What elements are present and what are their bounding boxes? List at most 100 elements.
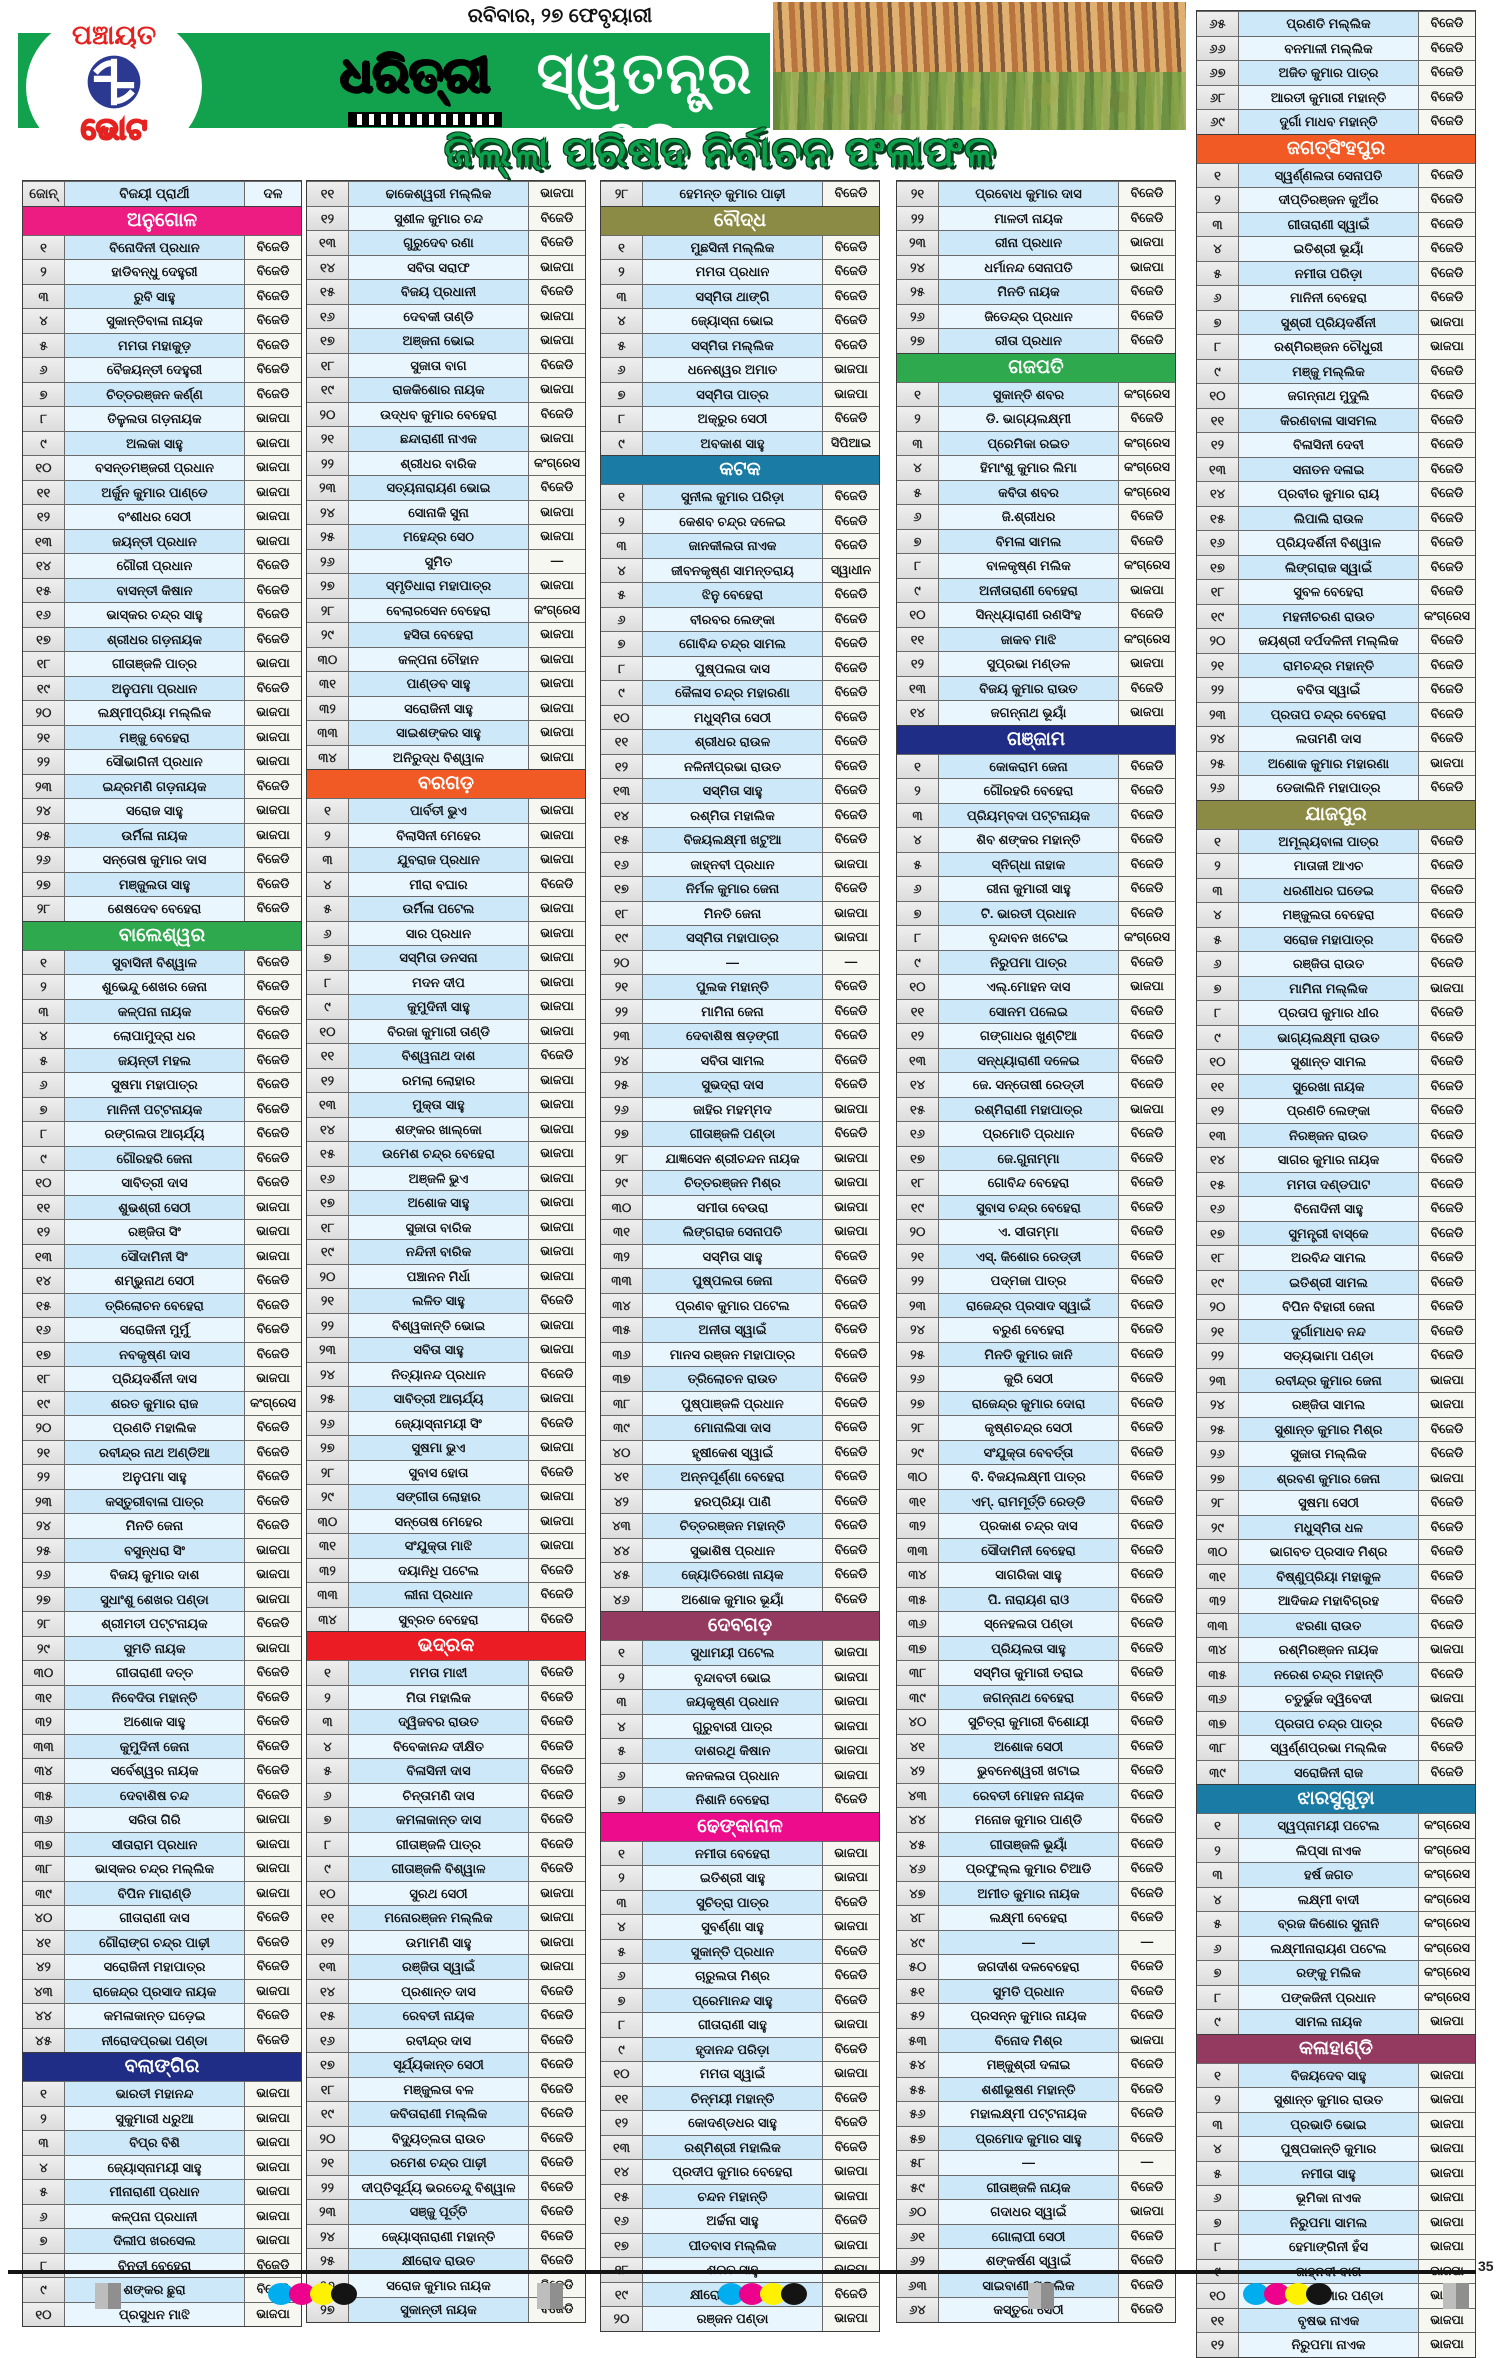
- candidate-cell: ସୁଶ୍ରୀ ପ୍ରିୟଦର୍ଶିନୀ: [1239, 310, 1419, 334]
- candidate-cell: ବେଲାରସେନ ବେହେରା: [349, 598, 529, 622]
- zone-cell: ୮: [1197, 2235, 1239, 2259]
- party-cell: ବିଜେଡି: [1119, 1685, 1175, 1709]
- result-row: ୨୦— —: [601, 949, 879, 974]
- candidate-cell: କସ୍ତୁରୀବାଳା ପାତ୍ର: [65, 1489, 245, 1513]
- zone-cell: ୧୧: [1197, 2308, 1239, 2332]
- candidate-cell: ଦୟାନିଧି ପଟେଲ: [349, 1558, 529, 1582]
- result-row: ୪୨ ଭୁବନେଶ୍ୱରୀ ଖଟାଇ ବିଜେଡି: [897, 1758, 1175, 1783]
- zone-cell: ୧୧: [307, 1044, 349, 1068]
- zone-cell: ୬: [307, 1783, 349, 1807]
- candidate-cell: ରୀନା ପ୍ରଧାନ: [939, 231, 1119, 255]
- candidate-cell: ରାଜେନ୍ଦ୍ର ପ୍ରସାଦ ସ୍ୱାଇଁ: [939, 1293, 1119, 1317]
- party-cell: ବିଜେଡି: [1419, 1197, 1475, 1221]
- color-dot: [718, 2283, 744, 2305]
- zone-cell: ୩୨: [23, 1710, 65, 1734]
- party-cell: ବିଜେଡି: [1119, 1587, 1175, 1611]
- result-row: ୨ ଇତିଶ୍ରୀ ସାହୁ ଭାଜପା: [601, 1865, 879, 1890]
- party-cell: ବିଜେଡି: [245, 1906, 301, 1930]
- zone-cell: ୧: [23, 950, 65, 974]
- party-cell: ବିଜେଡି: [529, 1734, 585, 1758]
- party-cell: ଭାଜପା: [529, 995, 585, 1019]
- zone-cell: ୨: [1197, 188, 1239, 212]
- candidate-cell: ଅଜିତ କୁମାର ପାତ୍ର: [1239, 61, 1419, 85]
- result-row: ୩୭ ସୀତାରାମ ପ୍ରଧାନ ଭାଜପା: [23, 1831, 301, 1856]
- party-cell: ବିଜେଡି: [245, 2004, 301, 2028]
- result-row: ୫ ଉର୍ମିଳା ପଟେଲ ଭାଜପା: [307, 896, 585, 921]
- party-cell: ସ୍ୱାଧୀନ: [823, 558, 879, 582]
- party-cell: ବିଜେଡି: [1419, 384, 1475, 408]
- zone-cell: ୨: [23, 975, 65, 999]
- result-row: ୫ କବିତା ଶବର କଂଗ୍ରେସ: [897, 479, 1175, 504]
- result-row: ୩ ଦ୍ୱିଜବର ରାଉତ ବିଜେଡି: [307, 1709, 585, 1734]
- party-cell: ବିଜେଡି: [823, 999, 879, 1023]
- result-row: ୧୨ ଗଙ୍ଗାଧର ଖୁଣ୍ଟିଆ ବିଜେଡି: [897, 1023, 1175, 1048]
- party-cell: ବିଜେଡି: [823, 2037, 879, 2061]
- result-row: ୧୬ ସରୋଜିନୀ ମୁର୍ମୁ ବିଜେଡି: [23, 1317, 301, 1342]
- result-row: ୨୭ ରୀତା ପ୍ରଧାନ ବିଜେଡି: [897, 328, 1175, 353]
- party-cell: ବିଜେଡି: [823, 1416, 879, 1440]
- party-cell: ଭାଜପା: [1119, 578, 1175, 602]
- party-cell: ବିଜେଡି: [1119, 304, 1175, 328]
- result-row: ୧୨ ବିଳାସିନୀ ଦେବୀ ବିଜେଡି: [1197, 432, 1475, 457]
- result-row: ୪ ଜୀବନକୃଷ୍ଣ ସାମନ୍ତରାୟ ସ୍ୱାଧୀନ: [601, 557, 879, 582]
- zone-cell: ୨୧: [23, 1440, 65, 1464]
- candidate-cell: ଅନୁପମା ପ୍ରଧାନ: [65, 676, 245, 700]
- candidate-cell: ଚିନ୍ମୟୀ ମହାନ୍ତି: [643, 2086, 823, 2110]
- candidate-cell: ଉମେଶ ଚନ୍ଦ୍ର ବେହେରା: [349, 1142, 529, 1166]
- result-row: ୬୫ ପ୍ରଣତି ମଲ୍ଲିକ ବିଜେଡି: [1197, 11, 1475, 36]
- party-cell: ବିଜେଡି: [1119, 2077, 1175, 2101]
- party-cell: ଭାଜପା: [823, 1171, 879, 1195]
- result-row: ୩୫ ଅନୀତା ସ୍ୱାଇଁ ବିଜେଡି: [601, 1317, 879, 1342]
- zone-cell: ୫୩: [897, 2028, 939, 2052]
- candidate-cell: ମମତା ସ୍ୱାଇଁ: [643, 2062, 823, 2086]
- candidate-cell: ନିବେଦିତା ମହାନ୍ତି: [65, 1685, 245, 1709]
- party-cell: ଭାଜପା: [529, 1436, 585, 1460]
- party-cell: କଂଗ୍ରେସ: [1419, 604, 1475, 628]
- result-row: ୪ ପୁଷ୍ପକାନ୍ତି କୁମାର ଭାଜପା: [1197, 2136, 1475, 2161]
- result-row: ୬ ସୁଷମା ମହାପାତ୍ର ବିଜେଡି: [23, 1072, 301, 1097]
- zone-cell: ୨୫: [307, 1387, 349, 1411]
- candidate-cell: ମମତା ମାଝୀ: [349, 1661, 529, 1685]
- result-row: ୨୧ ପ୍ରବୋଧ କୁମାର ଦାସ ବିଜେଡି: [897, 181, 1175, 206]
- party-cell: ବିଜେଡି: [823, 1391, 879, 1415]
- candidate-cell: ଢାକେଶ୍ୱରୀ ମଲ୍ଲିକ: [349, 182, 529, 206]
- zone-cell: ୧୫: [601, 2184, 643, 2208]
- result-row: ୩୯ ମୋନାଲିସା ଦାସ ବିଜେଡି: [601, 1415, 879, 1440]
- zone-cell: ୫: [23, 2180, 65, 2204]
- result-row: ୮ ଅକ୍ରୁର ସେଠୀ ବିଜେଡି: [601, 406, 879, 431]
- candidate-cell: କବିତାରାଣୀ ମଲ୍ଲିକ: [349, 2102, 529, 2126]
- party-cell: ବିଜେଡି: [823, 2086, 879, 2110]
- candidate-cell: ଶୁଭେନ୍ଦୁ ଶେଖର ଜେନା: [65, 975, 245, 999]
- zone-cell: ୬୬: [1197, 36, 1239, 60]
- zone-cell: ୧୭: [307, 1191, 349, 1215]
- zone-cell: ୧୯: [307, 1240, 349, 1264]
- zone-cell: ୧୯: [23, 676, 65, 700]
- candidate-cell: ଶୁଭଶ୍ରୀ ସେଠୀ: [65, 1195, 245, 1219]
- candidate-cell: ଇତିଶ୍ରୀ ସାମଲ: [1239, 1270, 1419, 1294]
- district-header: କଟକ: [601, 455, 879, 484]
- party-cell: ବିଜେଡି: [1119, 2175, 1175, 2199]
- result-row: ୧୧ ମନୋରଞ୍ଜନ ମଲ୍ଲିକ ଭାଜପା: [307, 1905, 585, 1930]
- party-cell: ବିଜେଡି: [1419, 482, 1475, 506]
- zone-cell: ୨୧: [1197, 1319, 1239, 1343]
- candidate-cell: ସରୋଜିନୀ ରାଜ: [1239, 1760, 1419, 1784]
- result-row: ୨୫ ସୁଶାନ୍ତ କୁମାର ମିଶ୍ର ବିଜେଡି: [1197, 1416, 1475, 1441]
- party-cell: ବିଜେଡି: [1119, 1048, 1175, 1072]
- candidate-cell: କୈଳାସ ଚନ୍ଦ୍ର ମହାରଣା: [643, 681, 823, 705]
- party-cell: ବିଜେଡି: [529, 353, 585, 377]
- zone-cell: ୧୦: [1197, 2284, 1239, 2308]
- result-row: ୨୫ ଅଶୋକ କୁମାର ମହାରଣା ଭାଜପା: [1197, 750, 1475, 775]
- candidate-cell: କବିତା ଶବର: [939, 480, 1119, 504]
- candidate-cell: ଚିତ୍ତରଞ୍ଜନ କର୍ଣ୍ଣ: [65, 382, 245, 406]
- candidate-cell: ପ୍ରିୟମ୍ବଦା ପଟ୍ଟନାୟକ: [939, 803, 1119, 827]
- candidate-cell: ଅର୍ଚ୍ଚନା ସାହୁ: [643, 2209, 823, 2233]
- party-cell: ଭାଜପା: [1419, 2308, 1475, 2332]
- result-row: ୨୬ ଜିତେନ୍ଦ୍ର ପ୍ରଧାନ ବିଜେଡି: [897, 303, 1175, 328]
- candidate-cell: ମାନସ ରଞ୍ଜନ ମହାପାତ୍ର: [643, 1342, 823, 1366]
- party-cell: ଭାଜପା: [529, 378, 585, 402]
- zone-cell: ୨୩: [1197, 1368, 1239, 1392]
- zone-cell: ୩: [601, 534, 643, 558]
- result-row: ୨୮ କୃଷ୍ଣଚନ୍ଦ୍ର ସେଠୀ ବିଜେଡି: [897, 1415, 1175, 1440]
- zone-cell: ୨୨: [601, 999, 643, 1023]
- candidate-cell: ସସ୍ମିତା ମଲ୍ଲିକ: [643, 333, 823, 357]
